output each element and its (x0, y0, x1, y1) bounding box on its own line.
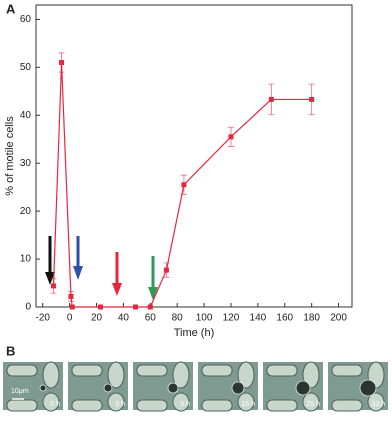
cell-chamber (42, 361, 60, 389)
time-label: 0 h (50, 401, 60, 408)
x-tick-label: 180 (303, 313, 320, 324)
y-tick-label: 40 (20, 110, 32, 121)
cell-chamber (237, 392, 255, 412)
cell-chamber (331, 399, 363, 412)
cell-chamber (302, 392, 320, 412)
y-tick-label: 60 (20, 14, 32, 25)
cell-chamber (71, 364, 103, 377)
arrow-head (112, 283, 122, 296)
series-line (52, 62, 312, 308)
cell-chamber (42, 392, 60, 412)
arrows (45, 236, 158, 300)
y-tick-label: 10 (20, 254, 32, 265)
cell-chamber (266, 364, 298, 377)
x-tick-label: 120 (223, 313, 240, 324)
y-tick-label: 50 (20, 62, 32, 73)
x-tick-label: -20 (35, 313, 50, 324)
time-label: 9 h (180, 401, 190, 408)
x-tick-label: 200 (330, 313, 347, 324)
cell-chamber (172, 392, 190, 412)
cell-chamber (331, 364, 363, 377)
arrow-head (73, 266, 83, 280)
point (59, 60, 65, 66)
point (163, 267, 169, 273)
x-axis-title: Time (h) (174, 327, 215, 339)
cell-chamber (201, 399, 233, 412)
x-tick-label: 140 (250, 313, 267, 324)
y-tick-label: 30 (20, 158, 32, 169)
time-label: 33 h (371, 401, 385, 408)
cell-chamber (6, 364, 38, 377)
y-axis-title: % of motile cells (4, 116, 16, 196)
point (69, 304, 75, 310)
x-tick-label: 60 (145, 313, 157, 324)
cell-chamber (6, 399, 38, 412)
point (181, 182, 187, 188)
y-tick-label: 0 (25, 302, 31, 313)
cell-chamber (71, 399, 103, 412)
point (68, 293, 74, 299)
point (309, 96, 315, 102)
cell-chamber (201, 364, 233, 377)
point (133, 304, 139, 310)
cell-chamber (302, 361, 320, 389)
cell-chamber (107, 392, 125, 412)
plot-frame (35, 4, 353, 308)
cell-chamber (172, 361, 190, 389)
x-tick-label: 100 (196, 313, 213, 324)
vesicle (359, 379, 377, 397)
x-tick-label: 0 (67, 313, 73, 324)
point (147, 304, 153, 310)
vesicle (167, 382, 179, 394)
panel-label: B (6, 343, 15, 358)
point (50, 283, 56, 289)
point (98, 304, 104, 310)
point (228, 134, 234, 140)
time-label: 25 h (306, 401, 320, 408)
cell-chamber (136, 399, 168, 412)
time-label: 3 h (115, 401, 125, 408)
scale-label: 10μm (11, 388, 29, 395)
arrow-head (45, 272, 55, 285)
cell-chamber (237, 361, 255, 389)
cell-chamber (266, 399, 298, 412)
vesicle (39, 384, 47, 392)
x-tick-label: 40 (118, 313, 130, 324)
cell-chamber (367, 392, 385, 412)
vesicle (231, 381, 245, 395)
cell-chamber (107, 361, 125, 389)
image-strip: 0 h 3 h 9 h 15 h 25 h 33 h 10μm (3, 361, 388, 412)
vesicle (103, 383, 113, 393)
y-tick-label: 20 (20, 206, 32, 217)
time-label: 15 h (241, 401, 255, 408)
x-tick-label: 160 (276, 313, 293, 324)
cell-chamber (136, 364, 168, 377)
x-tick-label: 20 (91, 313, 103, 324)
vesicle (295, 380, 311, 396)
panel-label: A (6, 1, 16, 16)
x-tick-label: 80 (172, 313, 184, 324)
point (268, 96, 274, 102)
arrow-head (148, 287, 158, 300)
